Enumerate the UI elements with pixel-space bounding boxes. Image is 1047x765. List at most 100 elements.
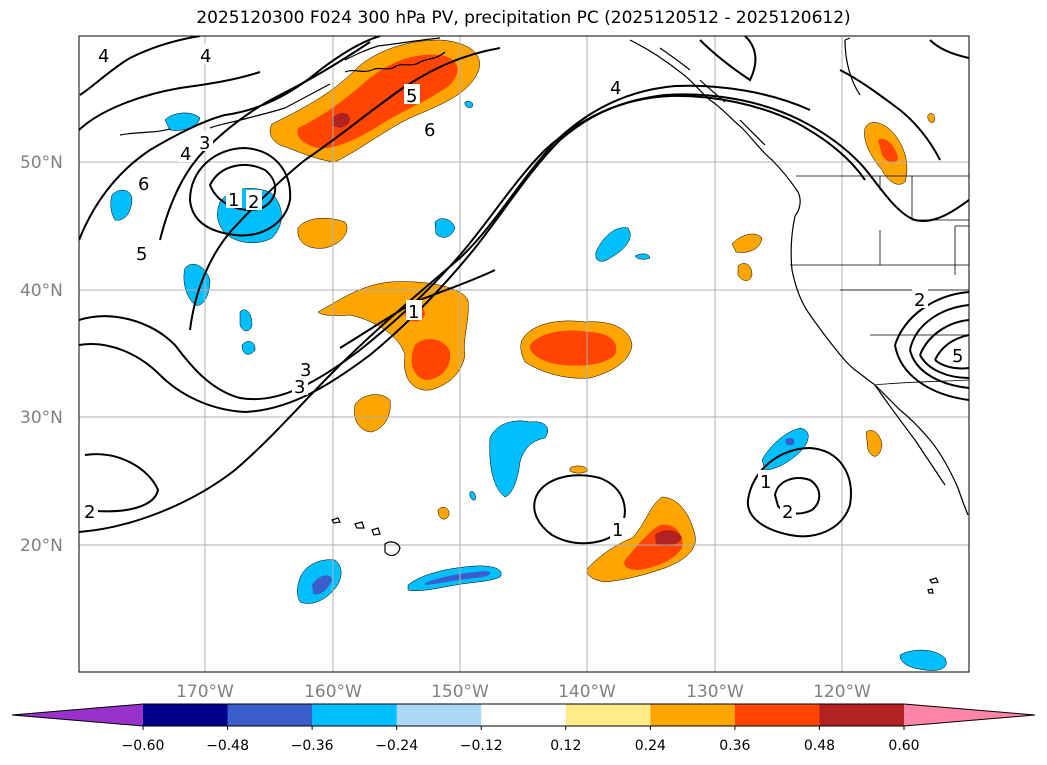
- precip-area-negative: [489, 420, 548, 498]
- colorbar-tick-label: −0.48: [206, 738, 249, 754]
- contour-label: 5: [406, 86, 417, 107]
- coastline-aleutians: [119, 128, 171, 136]
- precip-area-positive: [569, 465, 589, 474]
- map-title: 2025120300 F024 300 hPa PV, precipitatio…: [196, 8, 851, 28]
- colorbar-tick-label: 0.36: [719, 738, 750, 754]
- colorbar-tick-label: −0.60: [122, 738, 165, 754]
- colorbar-extend-low: [12, 704, 143, 726]
- coastline-bc: [629, 39, 801, 217]
- colorbar-segment: [227, 704, 313, 726]
- pv-contour-3: [839, 39, 969, 161]
- precip-area-positive: [737, 263, 753, 281]
- coastline-alaska: [344, 51, 446, 73]
- pv-contour-3: [79, 94, 866, 414]
- pv-contour-4: [919, 319, 969, 356]
- precip-area-max: [655, 530, 682, 546]
- precip-area-positive: [587, 496, 696, 583]
- colorbar-tick-label: −0.24: [375, 738, 418, 754]
- precip-area-positive: [731, 233, 763, 253]
- pv-contour-1: [746, 446, 852, 538]
- pv-contour-2: [894, 291, 969, 346]
- contour-label: 3: [294, 377, 305, 398]
- precip-area-negative: [164, 112, 201, 131]
- colorbar-segment: [312, 704, 398, 726]
- colorbar-segment: [819, 704, 905, 726]
- pv-contour-3: [909, 304, 969, 351]
- pv-contour-4: [699, 36, 757, 82]
- contour-label: 4: [610, 78, 621, 99]
- pv-contour-2: [188, 146, 292, 237]
- colorbar-segment: [650, 704, 736, 726]
- coastline-alaska: [344, 37, 441, 61]
- pv-contour-2: [894, 344, 969, 401]
- contour-label: 5: [952, 346, 963, 367]
- pv-contour-3: [909, 349, 969, 389]
- lon-label: 130°W: [686, 682, 744, 702]
- pv-contour-4: [79, 36, 201, 96]
- precip-area-strong: [878, 138, 898, 164]
- precip-area-positive: [437, 507, 450, 520]
- pv-contour-labels: 4 4 5 6 4 3 6 5 1 2 3 1 2 3 4 5 1 1 2: [82, 44, 966, 541]
- pv-contour-3: [79, 71, 261, 131]
- colorbar-tick-label: −0.36: [291, 738, 334, 754]
- colorbar-extend-high: [904, 704, 1035, 726]
- colorbar-tick-label: 0.24: [635, 738, 666, 754]
- political-borders: [790, 175, 969, 386]
- pv-contour-5: [934, 334, 969, 361]
- colorbar-segment: [143, 704, 229, 726]
- coastline-islands: [927, 577, 939, 594]
- contour-label: 4: [180, 144, 191, 165]
- colorbar-segment: [396, 704, 482, 726]
- lon-label: 150°W: [431, 682, 489, 702]
- precip-area-negative: [110, 189, 133, 221]
- map-frame: [78, 35, 970, 673]
- lat-label: 50°N: [20, 153, 63, 173]
- pv-contour-6: [189, 47, 501, 331]
- contour-label: 3: [199, 133, 210, 154]
- contour-label: 2: [914, 290, 925, 311]
- precip-area-positive: [297, 217, 348, 249]
- contour-label: 1: [760, 472, 771, 493]
- precip-area-strong: [529, 330, 617, 366]
- precip-area-negative: [241, 341, 256, 355]
- lat-label: 30°N: [20, 408, 63, 428]
- precip-area-negative: [464, 101, 474, 108]
- contour-label: 6: [138, 174, 149, 195]
- coastline-hawaii: [331, 517, 401, 557]
- colorbar-segment: [565, 704, 651, 726]
- pv-contour-2: [79, 84, 811, 533]
- contour-label: 1: [408, 302, 419, 323]
- contour-label: 2: [84, 502, 95, 523]
- colorbar-tick-label: 0.12: [550, 738, 581, 754]
- state-borders: [954, 225, 969, 275]
- contour-label: 2: [248, 192, 259, 213]
- coastline-aleutians: [209, 83, 331, 129]
- precip-area-negative: [634, 253, 651, 260]
- lat-label: 40°N: [20, 281, 63, 301]
- colorbar-tick-label: 0.60: [888, 738, 919, 754]
- pv-contour-2: [84, 453, 160, 513]
- contour-label: 3: [300, 360, 311, 381]
- precip-area-negative: [434, 218, 456, 238]
- latitude-labels: 50°N 40°N 30°N 20°N: [20, 153, 63, 556]
- coastlines: [119, 37, 969, 594]
- lon-label: 170°W: [176, 682, 234, 702]
- precip-area-strong: [411, 339, 451, 380]
- contour-label: 4: [98, 46, 109, 67]
- precip-area-positive: [354, 394, 391, 433]
- pv-contour-4: [79, 36, 381, 241]
- contour-label: 4: [200, 46, 211, 67]
- precip-area-strong-negative: [785, 437, 795, 446]
- precip-area-positive: [927, 113, 935, 123]
- pv-contour-4: [919, 354, 969, 379]
- contour-label: 6: [424, 120, 435, 141]
- contour-label: 1: [612, 520, 623, 541]
- precip-area-negative: [595, 227, 631, 262]
- colorbar-tick-label: −0.12: [460, 738, 503, 754]
- pv-contours: [79, 36, 969, 545]
- colorbar: −0.60 −0.48 −0.36 −0.24 −0.12 0.12 0.24 0.36 0.4…: [11, 703, 1036, 754]
- precip-area-strong-negative: [312, 575, 332, 595]
- state-borders: [790, 176, 969, 386]
- precip-area-strong-negative: [425, 571, 491, 585]
